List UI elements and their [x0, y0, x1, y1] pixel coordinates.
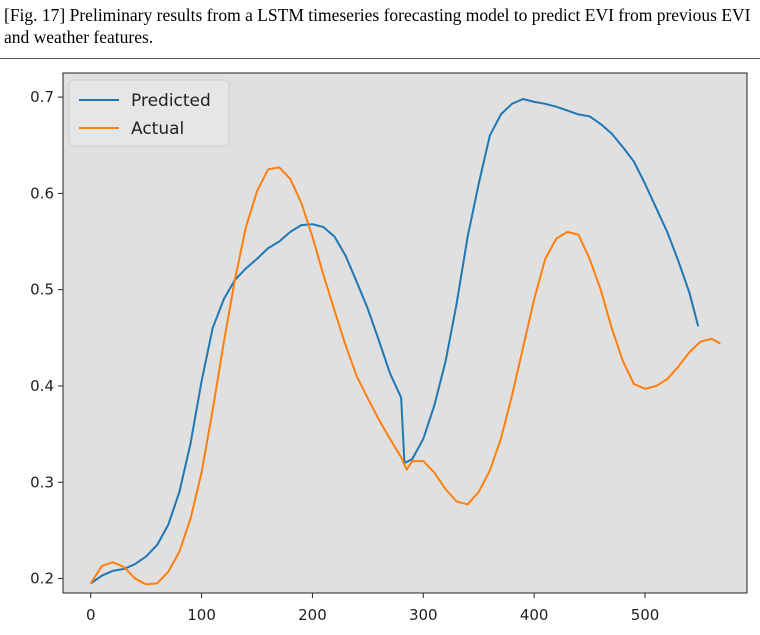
y-tick-label: 0.6	[30, 184, 54, 202]
x-axis-ticks: 0 100 200 300 400 500	[86, 593, 659, 624]
line-chart: 0 100 200 300 400 500 0.2 0.3 0.4 0.5 0.6 0.7 Pred…	[30, 72, 748, 624]
y-axis-ticks: 0.2 0.3 0.4 0.5 0.6 0.7	[30, 88, 63, 588]
y-tick-label: 0.4	[30, 377, 54, 395]
y-tick-label: 0.5	[30, 281, 54, 299]
y-tick-label: 0.2	[30, 570, 54, 588]
x-tick-label: 200	[298, 606, 327, 624]
legend: Predicted Actual	[68, 79, 230, 147]
y-tick-label: 0.3	[30, 473, 54, 491]
x-tick-label: 500	[631, 606, 660, 624]
figure-caption: [Fig. 17] Preliminary results from a LST…	[4, 5, 751, 47]
x-tick-label: 400	[520, 606, 549, 624]
caption-divider	[0, 58, 760, 59]
x-tick-label: 0	[86, 606, 96, 624]
x-tick-label: 300	[409, 606, 438, 624]
plot-area	[62, 72, 748, 594]
series-line-predicted	[90, 98, 700, 585]
series-line-actual	[89, 166, 721, 586]
x-tick-label: 100	[187, 606, 216, 624]
legend-label-predicted: Predicted	[131, 91, 211, 111]
y-tick-label: 0.7	[30, 88, 54, 106]
legend-label-actual: Actual	[131, 119, 184, 139]
series-layer	[89, 98, 721, 586]
legend-box	[68, 79, 230, 147]
